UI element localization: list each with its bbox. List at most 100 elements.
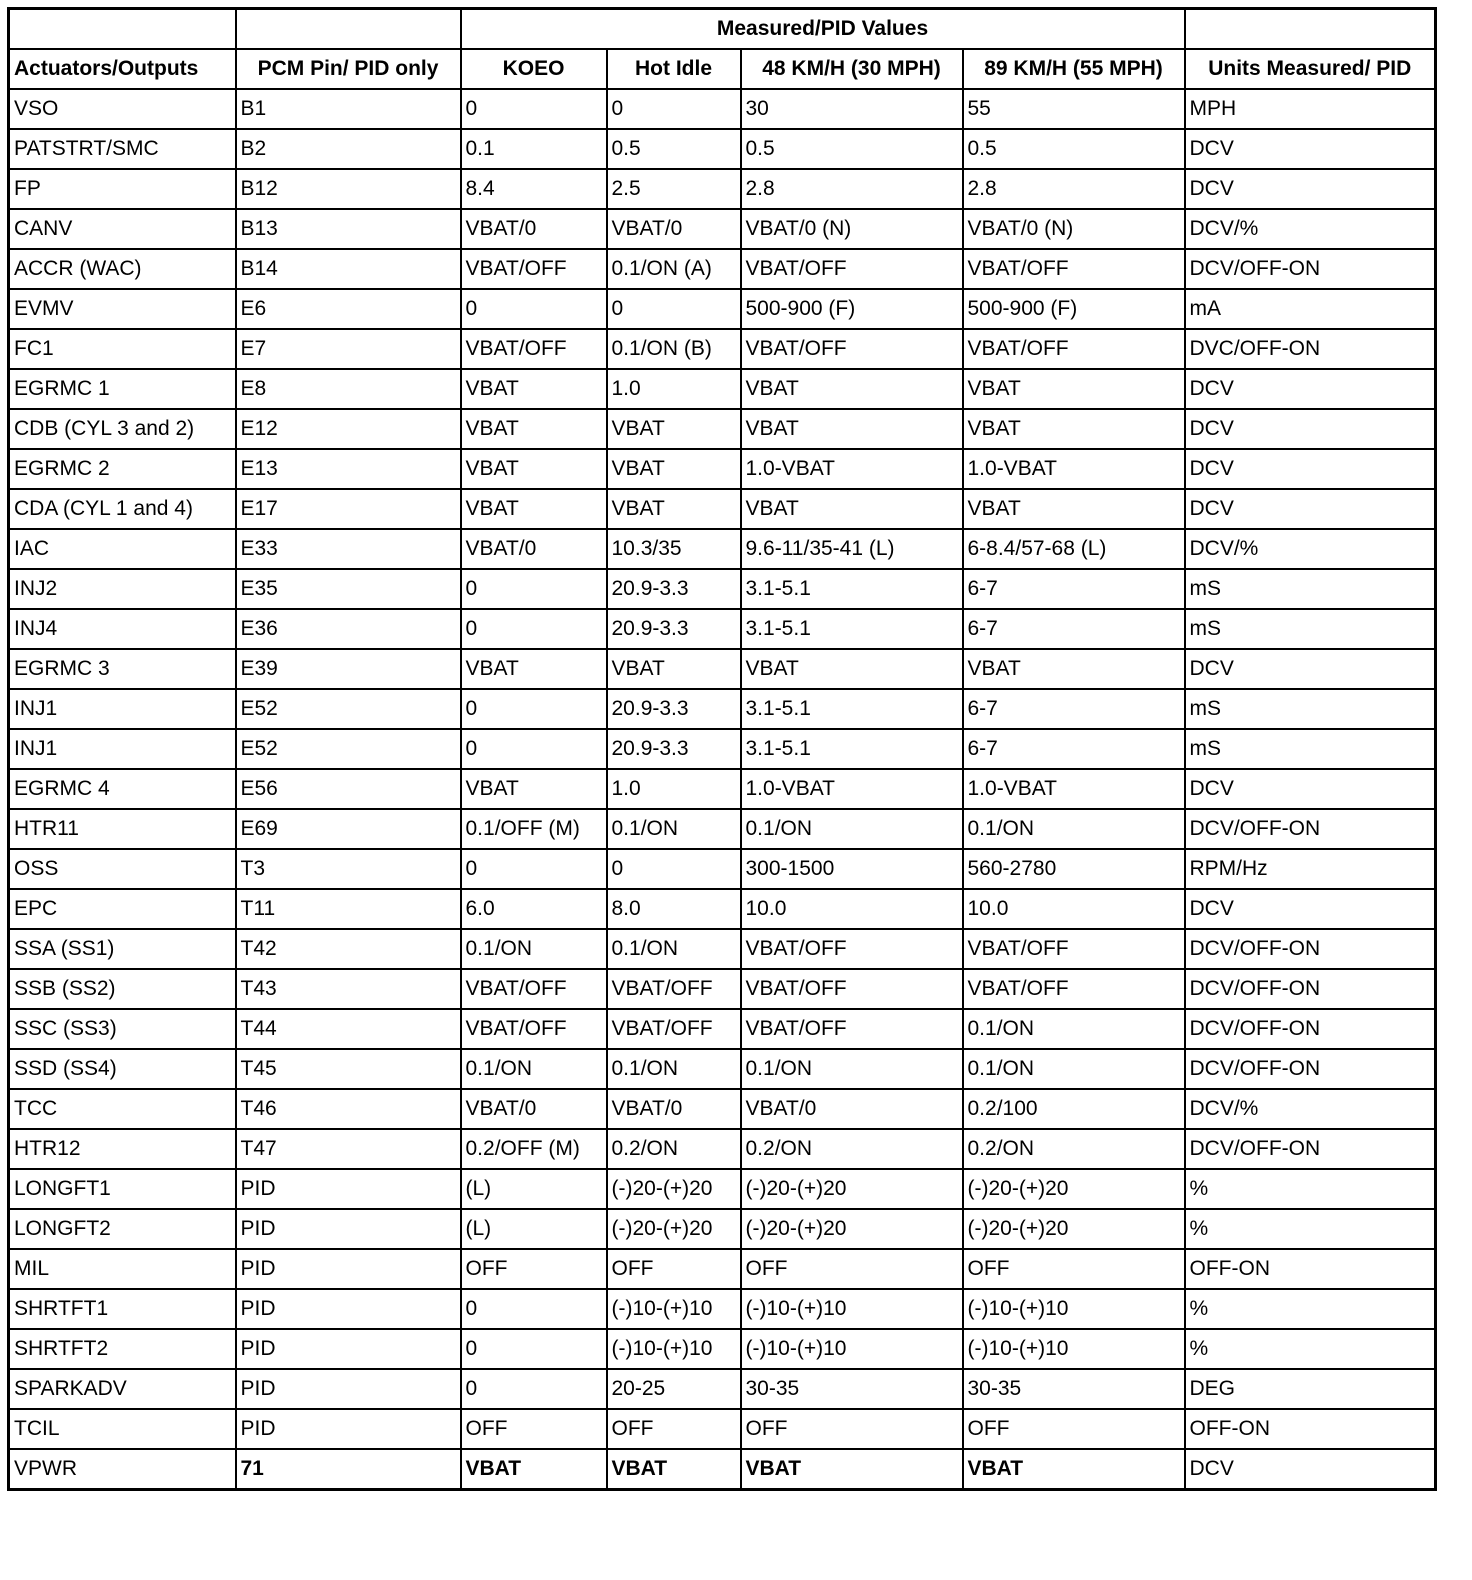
table-cell: (-)20-(+)20	[961, 1208, 1186, 1250]
table-cell: VBAT/OFF	[961, 928, 1186, 970]
table-cell: VBAT/0	[605, 1088, 742, 1130]
table-cell: DCV	[1183, 448, 1437, 490]
table-cell: VBAT/0	[459, 528, 608, 570]
table-cell: DCV/OFF-ON	[1183, 1128, 1437, 1170]
table-cell: (-)10-(+)10	[739, 1288, 964, 1330]
table-cell: 0	[459, 688, 608, 730]
table-cell: 0.2/OFF (M)	[459, 1128, 608, 1170]
table-row: EGRMC 4 E56 VBAT 1.0 1.0-VBAT 1.0-VBAT DCV	[7, 768, 1437, 810]
table-cell: B13	[234, 208, 462, 250]
table-row: OSS T3 0 0 300-1500 560-2780 RPM/Hz	[7, 848, 1437, 890]
table-cell: DCV	[1183, 1448, 1437, 1491]
table-row: SSD (SS4) T45 0.1/ON 0.1/ON 0.1/ON 0.1/ON DCV/…	[7, 1048, 1437, 1090]
table-cell: DCV	[1183, 128, 1437, 170]
table-cell: 0.1/OFF (M)	[459, 808, 608, 850]
table-cell: 55	[961, 88, 1186, 130]
table-cell: B14	[234, 248, 462, 290]
table-cell: B1	[234, 88, 462, 130]
table-cell: mS	[1183, 728, 1437, 770]
table-cell: B2	[234, 128, 462, 170]
table-cell: VBAT	[739, 408, 964, 450]
table-cell: 0	[459, 568, 608, 610]
table-cell: VBAT/0	[459, 208, 608, 250]
table-row: SSB (SS2) T43 VBAT/OFF VBAT/OFF VBAT/OFF VBAT…	[7, 968, 1437, 1010]
table-cell: 0.2/ON	[961, 1128, 1186, 1170]
table-cell: 0.1/ON	[961, 808, 1186, 850]
table-cell: E7	[234, 328, 462, 370]
table-cell: 560-2780	[961, 848, 1186, 890]
table-cell: VBAT	[739, 1448, 964, 1491]
table-cell: OSS	[7, 848, 237, 890]
table-cell: (-)10-(+)10	[605, 1328, 742, 1370]
table-cell: E6	[234, 288, 462, 330]
table-cell: INJ2	[7, 568, 237, 610]
table-cell: VBAT/OFF	[739, 248, 964, 290]
table-cell: 6-7	[961, 568, 1186, 610]
table-cell: VBAT	[961, 1448, 1186, 1491]
table-cell: 0.2/ON	[739, 1128, 964, 1170]
table-cell: (-)10-(+)10	[739, 1328, 964, 1370]
table-cell: EGRMC 1	[7, 368, 237, 410]
table-cell: VBAT	[459, 648, 608, 690]
table-row: EVMV E6 0 0 500-900 (F) 500-900 (F) mA	[7, 288, 1437, 330]
table-cell: DCV	[1183, 408, 1437, 450]
table-cell: mS	[1183, 688, 1437, 730]
table-cell: 8.4	[459, 168, 608, 210]
table-cell: 0.5	[961, 128, 1186, 170]
table-cell: 6-8.4/57-68 (L)	[961, 528, 1186, 570]
table-cell: OFF	[605, 1248, 742, 1290]
table-row: TCC T46 VBAT/0 VBAT/0 VBAT/0 0.2/100 DCV/%	[7, 1088, 1437, 1130]
table-cell: DCV/OFF-ON	[1183, 248, 1437, 290]
table-cell: 20.9-3.3	[605, 608, 742, 650]
table-cell: (-)20-(+)20	[605, 1208, 742, 1250]
table-row: SPARKADV PID 0 20-25 30-35 30-35 DEG	[7, 1368, 1437, 1410]
table-cell: VBAT	[961, 488, 1186, 530]
table-cell: INJ1	[7, 688, 237, 730]
table-cell: 30	[739, 88, 964, 130]
table-cell: VBAT/OFF	[459, 968, 608, 1010]
table-cell: DCV/%	[1183, 1088, 1437, 1130]
table-cell: PID	[234, 1208, 462, 1250]
table-cell: VBAT/OFF	[459, 248, 608, 290]
table-cell: 1.0-VBAT	[961, 768, 1186, 810]
table-cell: DVC/OFF-ON	[1183, 328, 1437, 370]
table-cell: mS	[1183, 568, 1437, 610]
table-row: INJ1 E52 0 20.9-3.3 3.1-5.1 6-7 mS	[7, 688, 1437, 730]
table-cell: (-)20-(+)20	[739, 1208, 964, 1250]
table-cell: 3.1-5.1	[739, 608, 964, 650]
table-cell: EPC	[7, 888, 237, 930]
empty-header-cell	[7, 7, 237, 50]
table-cell: 0.5	[739, 128, 964, 170]
empty-header-cell	[1183, 7, 1437, 50]
column-header: Units Measured/ PID	[1183, 48, 1437, 90]
table-cell: 0	[459, 848, 608, 890]
table-cell: 2.8	[961, 168, 1186, 210]
table-body: VSO B1 0 0 30 55 MPH PATSTRT/SMC B2 0.1 0.5 0.5 0.5 D…	[7, 88, 1437, 1491]
table-cell: (-)20-(+)20	[961, 1168, 1186, 1210]
table-cell: 1.0	[605, 768, 742, 810]
table-cell: CDA (CYL 1 and 4)	[7, 488, 237, 530]
table-cell: 20-25	[605, 1368, 742, 1410]
table-cell: SHRTFT1	[7, 1288, 237, 1330]
table-cell: OFF-ON	[1183, 1408, 1437, 1450]
table-cell: T46	[234, 1088, 462, 1130]
group-header-row: Measured/PID Values	[7, 7, 1437, 50]
table-cell: EVMV	[7, 288, 237, 330]
table-cell: VBAT/0	[605, 208, 742, 250]
table-row: MIL PID OFF OFF OFF OFF OFF-ON	[7, 1248, 1437, 1290]
table-cell: 500-900 (F)	[961, 288, 1186, 330]
table-cell: CDB (CYL 3 and 2)	[7, 408, 237, 450]
table-cell: DCV/%	[1183, 528, 1437, 570]
table-cell: (-)10-(+)10	[605, 1288, 742, 1330]
table-cell: 6-7	[961, 608, 1186, 650]
table-cell: SSB (SS2)	[7, 968, 237, 1010]
table-cell: VBAT/OFF	[961, 328, 1186, 370]
table-cell: VBAT/OFF	[739, 328, 964, 370]
table-cell: VBAT	[459, 448, 608, 490]
column-header-row: Actuators/Outputs PCM Pin/ PID only KOEO…	[7, 48, 1437, 90]
table-cell: 0.5	[605, 128, 742, 170]
table-row: CANV B13 VBAT/0 VBAT/0 VBAT/0 (N) VBAT/0 (N) D…	[7, 208, 1437, 250]
table-cell: RPM/Hz	[1183, 848, 1437, 890]
table-cell: 30-35	[739, 1368, 964, 1410]
table-cell: 71	[234, 1448, 462, 1491]
